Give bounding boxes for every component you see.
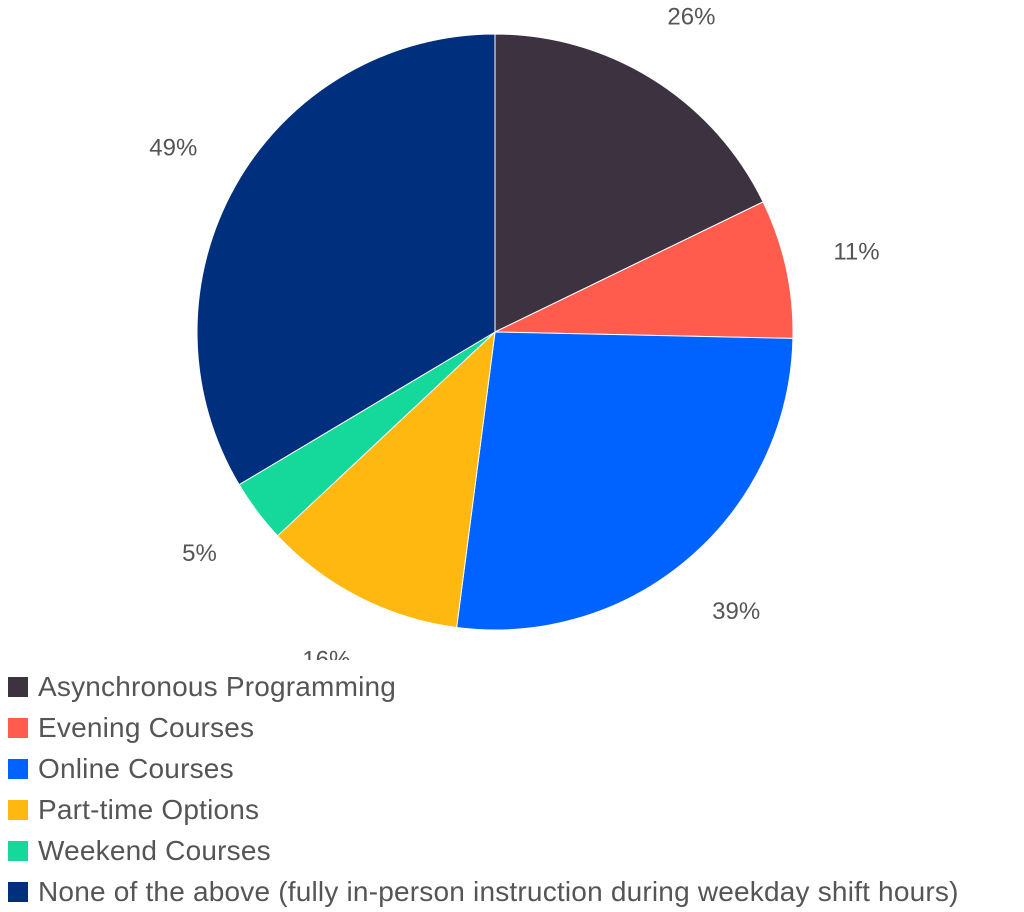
legend-item: Asynchronous Programming [8, 666, 959, 707]
legend-label: None of the above (fully in-person instr… [38, 875, 959, 907]
pie-slice-none-of-the-above-fully-in-person-instru [196, 33, 496, 486]
legend-label: Online Courses [38, 752, 234, 784]
data-label-online-courses: 39% [712, 598, 760, 625]
pie-slice-asynchronous-programming [494, 33, 764, 333]
legend-item: Online Courses [8, 748, 959, 789]
pie-slice-online-courses [456, 331, 794, 631]
legend-swatch [8, 676, 28, 697]
legend-item: Part-time Options [8, 789, 959, 830]
data-label-evening-courses: 11% [833, 238, 879, 265]
legend-label: Asynchronous Programming [38, 670, 397, 702]
data-label-none-of-the-above-fully-in-person-instru: 49% [149, 135, 197, 162]
legend-swatch [8, 799, 28, 820]
data-label-part-time-options: 16% [302, 647, 350, 660]
legend-swatch [8, 717, 28, 738]
legend-item: Evening Courses [8, 707, 959, 748]
data-label-weekend-courses: 5% [182, 540, 217, 567]
legend-label: Weekend Courses [38, 834, 271, 866]
pie-slice-evening-courses [494, 201, 794, 339]
legend-item: Weekend Courses [8, 830, 959, 871]
legend-swatch [8, 881, 28, 902]
pie-slice-part-time-options [276, 330, 496, 629]
legend-label: Part-time Options [38, 793, 260, 825]
legend-item: None of the above (fully in-person instr… [8, 871, 959, 912]
legend-swatch [8, 840, 28, 861]
pie-chart-svg: 26% 11% 39% 16% 5% 49% [149, 4, 879, 674]
legend-swatch [8, 758, 28, 779]
pie-chart: 26% 11% 39% 16% 5% 49% [149, 4, 879, 674]
legend-label: Evening Courses [38, 711, 255, 743]
data-label-asynchronous-programming: 26% [667, 4, 715, 31]
chart-legend: Asynchronous Programming Evening Courses O… [8, 666, 959, 912]
